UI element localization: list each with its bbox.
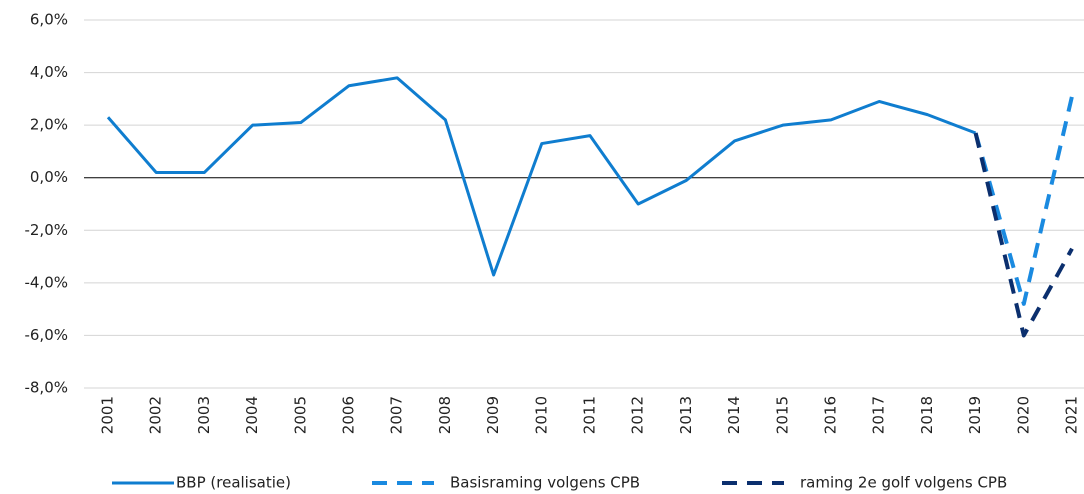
x-tick-label: 2019 <box>966 396 984 434</box>
x-tick-label: 2011 <box>581 396 599 434</box>
series-line <box>106 76 977 277</box>
y-tick-label: 6,0% <box>30 11 68 29</box>
x-tick-label: 2004 <box>243 396 261 434</box>
x-tick-label: 2009 <box>484 396 502 434</box>
y-tick-label: -8,0% <box>24 379 68 397</box>
x-tick-label: 2017 <box>870 396 888 434</box>
x-tick-label: 2008 <box>436 396 454 434</box>
legend-label: BBP (realisatie) <box>176 474 291 492</box>
series-line <box>973 95 1074 306</box>
x-tick-label: 2013 <box>677 396 695 434</box>
x-tick-label: 2014 <box>725 396 743 434</box>
y-tick-label: 0,0% <box>30 168 68 186</box>
x-tick-label: 2021 <box>1063 396 1081 434</box>
x-tick-label: 2005 <box>291 396 309 434</box>
legend-label: Basisraming volgens CPB <box>450 474 640 492</box>
y-tick-label: 4,0% <box>30 63 68 81</box>
x-tick-label: 2002 <box>147 396 165 434</box>
x-tick-label: 2010 <box>532 396 550 434</box>
x-tick-label: 2007 <box>388 396 406 434</box>
x-tick-label: 2015 <box>773 396 791 434</box>
y-tick-label: 2,0% <box>30 116 68 134</box>
x-tick-label: 2018 <box>918 396 936 434</box>
y-tick-label: -2,0% <box>24 221 68 239</box>
y-tick-label: -4,0% <box>24 273 68 291</box>
x-tick-label: 2003 <box>195 396 213 434</box>
legend-label: raming 2e golf volgens CPB <box>800 474 1007 492</box>
x-tick-label: 2001 <box>99 396 117 434</box>
series-line <box>973 132 1074 338</box>
y-tick-label: -6,0% <box>24 326 68 344</box>
x-tick-label: 2012 <box>629 396 647 434</box>
x-tick-label: 2006 <box>340 396 358 434</box>
x-tick-label: 2016 <box>822 396 840 434</box>
x-tick-label: 2020 <box>1014 396 1032 434</box>
